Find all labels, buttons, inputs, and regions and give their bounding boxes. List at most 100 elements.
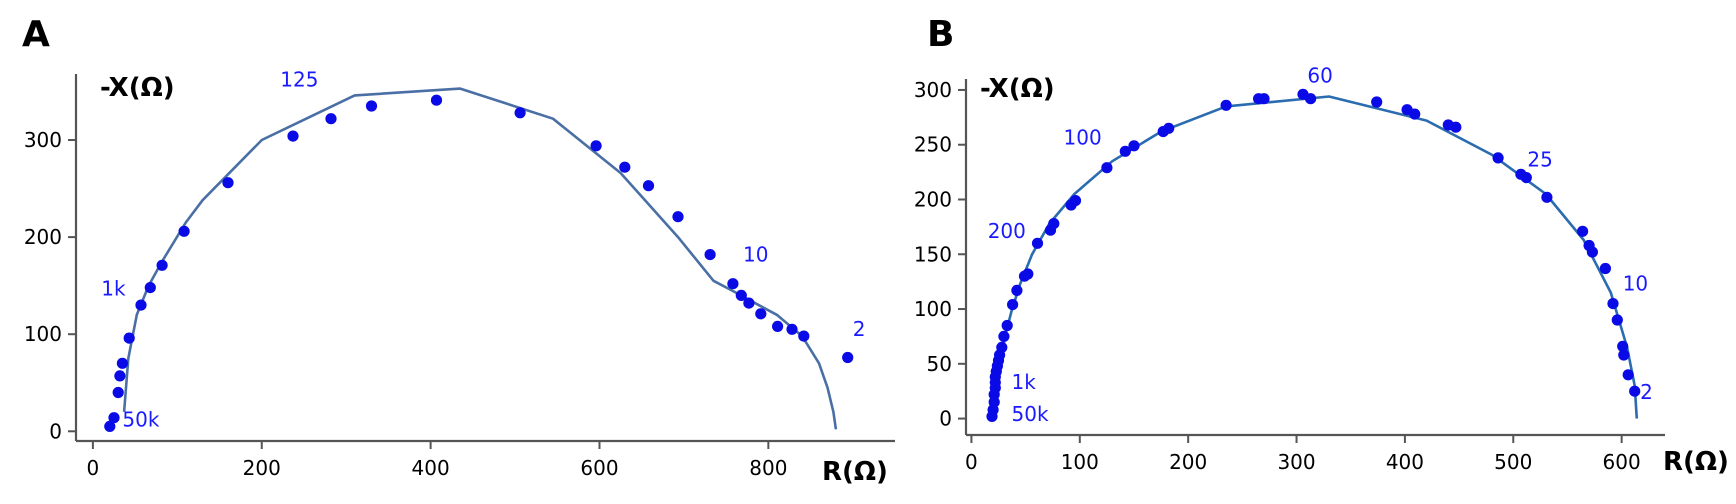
data-point: [108, 412, 120, 424]
panel-b-y-axis-title: -X(Ω): [980, 74, 1055, 104]
data-point: [1520, 172, 1532, 184]
panel-b-x-tick-label: 200: [1169, 450, 1207, 474]
data-point: [1409, 108, 1421, 120]
panel-a: A -X(Ω) R(Ω) 0 200 400 600 800 0 100 200 300 50k…: [22, 14, 895, 487]
panel-a-y-tick-label: 100: [24, 322, 62, 346]
data-point: [1163, 122, 1175, 134]
panel-a-data-points: [104, 94, 854, 432]
panel-a-y-tick-label: 0: [49, 419, 62, 443]
panel-b-y-tick-label: 0: [939, 407, 952, 431]
data-point: [1001, 319, 1013, 332]
panel-b-data-points: [986, 88, 1641, 422]
frequency-label: 10: [743, 242, 768, 266]
data-point: [1022, 268, 1034, 280]
data-point: [114, 370, 126, 382]
data-point: [116, 357, 128, 369]
data-point: [1599, 262, 1611, 275]
panel-a-x-tick-label: 800: [749, 456, 787, 480]
panel-b-frequency-labels: 50k 1k 200 100 60 25 10 2: [988, 63, 1653, 426]
data-point: [144, 282, 156, 294]
data-point: [514, 107, 526, 119]
panel-a-x-axis-title: R(Ω): [822, 457, 888, 487]
data-point: [727, 278, 739, 290]
data-point: [156, 259, 168, 271]
data-point: [1607, 298, 1619, 310]
panel-a-frequency-labels: 50k 1k 125 10 2: [101, 68, 865, 432]
data-point: [755, 308, 767, 320]
frequency-label: 2: [853, 317, 866, 341]
data-point: [786, 323, 798, 335]
data-point: [1577, 225, 1589, 237]
panel-b-letter: B: [927, 14, 954, 55]
frequency-label: 50k: [1012, 402, 1049, 426]
data-point: [1101, 162, 1113, 174]
frequency-label: 25: [1527, 148, 1552, 172]
data-point: [798, 330, 810, 342]
data-point: [1617, 340, 1629, 352]
data-point: [325, 113, 337, 125]
panel-b-x-axis-title: R(Ω): [1663, 447, 1729, 477]
data-point: [1305, 93, 1317, 105]
data-point: [222, 177, 234, 189]
panel-b-x-tick-label: 0: [965, 450, 978, 474]
data-point: [996, 341, 1008, 353]
data-point: [104, 420, 116, 432]
panel-a-letter: A: [22, 14, 50, 55]
data-point: [1031, 237, 1044, 249]
data-point: [1618, 349, 1630, 361]
data-point: [287, 130, 299, 142]
panel-b-x-tick-label: 400: [1386, 450, 1424, 474]
data-point: [743, 297, 755, 309]
panel-b-ticks: 0 100 200 300 400 500 600 0 50 100 150 200 250 300: [914, 78, 1641, 474]
panel-a-x-tick-label: 200: [243, 456, 281, 480]
panel-a-x-tick-label: 0: [87, 456, 100, 480]
panel-b: B -X(Ω) R(Ω) 0 100 200 300 400 500 600 0 50 100 15…: [914, 14, 1729, 477]
data-point: [178, 225, 190, 237]
panel-b-y-tick-label: 150: [914, 242, 952, 266]
panel-b-y-tick-label: 50: [927, 352, 952, 376]
data-point: [1048, 218, 1060, 230]
data-point: [1586, 246, 1598, 258]
data-point: [619, 161, 631, 173]
panel-a-x-tick-label: 600: [580, 456, 618, 480]
panel-a-y-axis-title: -X(Ω): [100, 73, 175, 103]
data-point: [842, 351, 854, 364]
data-point: [430, 94, 443, 106]
panel-b-x-tick-label: 600: [1603, 450, 1641, 474]
data-point: [123, 332, 135, 344]
frequency-label: 125: [280, 68, 318, 92]
data-point: [1128, 140, 1140, 152]
frequency-label: 50k: [122, 407, 159, 431]
data-point: [1611, 314, 1623, 326]
frequency-label: 200: [988, 219, 1026, 243]
panel-b-y-tick-label: 200: [914, 187, 952, 211]
panel-b-x-tick-label: 100: [1061, 450, 1099, 474]
data-point: [772, 320, 784, 332]
frequency-label: 1k: [101, 276, 126, 300]
panel-b-x-tick-label: 500: [1494, 450, 1532, 474]
data-point: [1220, 99, 1232, 111]
data-point: [1450, 121, 1462, 133]
panel-b-y-tick-label: 250: [914, 133, 952, 157]
panel-a-ticks: 0 200 400 600 800 0 100 200 300: [24, 128, 788, 480]
data-point: [1622, 369, 1634, 381]
frequency-label: 10: [1623, 271, 1648, 295]
data-point: [1258, 93, 1270, 105]
data-point: [365, 100, 378, 112]
data-point: [998, 330, 1010, 342]
panel-a-x-tick-label: 400: [412, 456, 450, 480]
frequency-label: 1k: [1012, 370, 1037, 394]
data-point: [135, 299, 147, 311]
panel-b-y-tick-label: 100: [914, 297, 952, 321]
panel-b-y-tick-label: 300: [914, 78, 952, 102]
panel-b-x-tick-label: 300: [1277, 450, 1315, 474]
data-point: [1629, 385, 1641, 397]
data-point: [112, 386, 124, 399]
frequency-label: 100: [1064, 126, 1102, 150]
panel-a-y-tick-label: 200: [24, 225, 62, 249]
data-point: [1541, 191, 1553, 203]
data-point: [1007, 299, 1019, 311]
data-point: [672, 211, 684, 223]
frequency-label: 2: [1640, 380, 1653, 404]
